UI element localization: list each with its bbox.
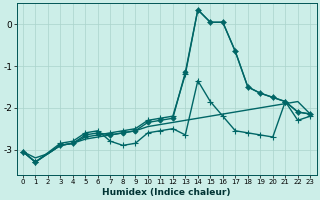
X-axis label: Humidex (Indice chaleur): Humidex (Indice chaleur) <box>102 188 231 197</box>
